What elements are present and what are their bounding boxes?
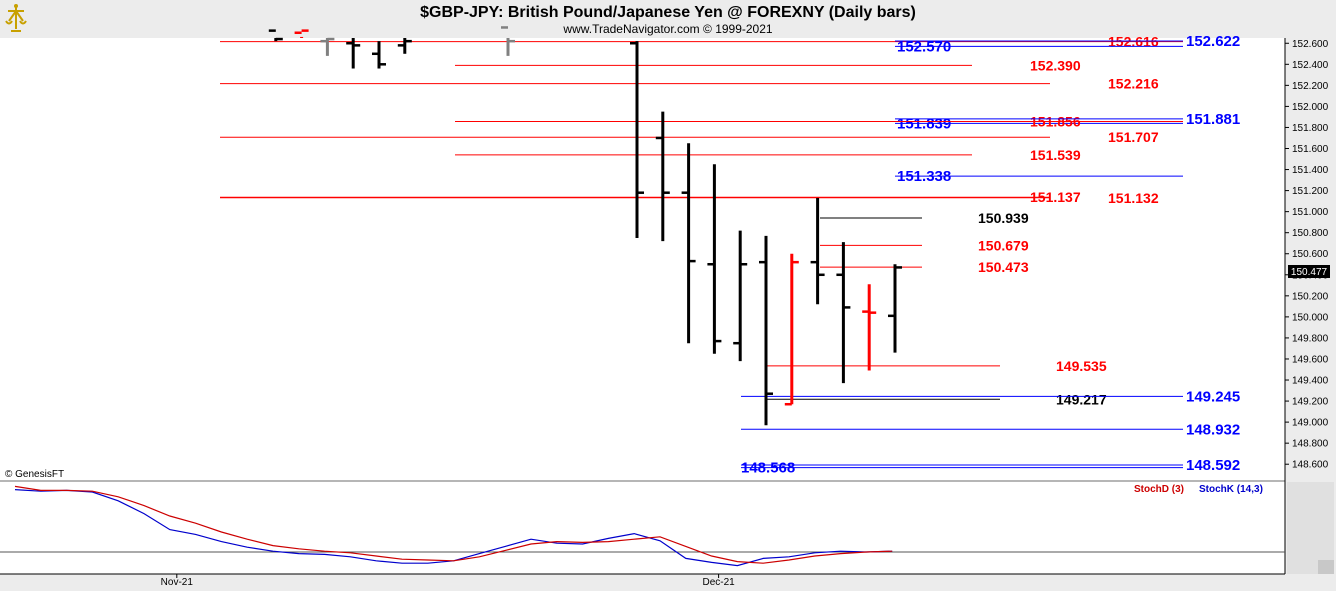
price-tick-label: 149.000 bbox=[1292, 418, 1329, 429]
ohlc-bar bbox=[294, 29, 309, 38]
price-axis: 148.600 148.800 149.000 149.200 149.400 149.6… bbox=[1285, 39, 1329, 471]
ohlc-bar bbox=[320, 37, 335, 56]
watermark: © GenesisFT bbox=[5, 469, 64, 480]
level-label: 148.568 bbox=[741, 460, 795, 477]
level-label: 150.939 bbox=[978, 210, 1029, 226]
ohlc-bar bbox=[397, 38, 412, 54]
ohlc-bar bbox=[862, 284, 877, 371]
level-label: 149.217 bbox=[1056, 391, 1107, 407]
scrollbar-thumb[interactable] bbox=[1318, 560, 1334, 574]
price-tick-label: 150.200 bbox=[1292, 291, 1329, 302]
level-label: 151.881 bbox=[1186, 111, 1240, 128]
price-tick-label: 151.800 bbox=[1292, 123, 1329, 134]
price-tick-label: 151.400 bbox=[1292, 165, 1329, 176]
ohlc-bar bbox=[784, 253, 799, 406]
genesis-logo-icon bbox=[5, 4, 27, 32]
price-levels: 152.616 152.570 152.622 152.390 152.216 151.8… bbox=[220, 33, 1240, 477]
ohlc-bar bbox=[836, 242, 851, 384]
ohlc-bar bbox=[707, 164, 722, 354]
level-label: 152.390 bbox=[1030, 57, 1081, 73]
level-label: 148.592 bbox=[1186, 457, 1240, 474]
date-axis: Nov-21 Dec-21 bbox=[161, 574, 735, 588]
price-tick-label: 152.200 bbox=[1292, 81, 1329, 92]
price-tick-label: 148.600 bbox=[1292, 460, 1329, 471]
level-label: 152.216 bbox=[1108, 76, 1159, 92]
legend-stochk: StochK (14,3) bbox=[1199, 484, 1263, 495]
level-label: 152.622 bbox=[1186, 33, 1240, 50]
price-tick-label: 151.000 bbox=[1292, 207, 1329, 218]
level-label: 149.245 bbox=[1186, 388, 1240, 405]
ohlc-bar bbox=[810, 197, 825, 305]
level-label: 151.137 bbox=[1030, 189, 1081, 205]
price-tick-label: 149.600 bbox=[1292, 354, 1329, 365]
level-label: 151.338 bbox=[897, 168, 951, 185]
ohlc-bar bbox=[501, 26, 515, 56]
level-label: 151.839 bbox=[897, 115, 951, 132]
level-label: 152.616 bbox=[1108, 34, 1159, 50]
price-tick-label: 150.600 bbox=[1292, 249, 1329, 260]
header-background bbox=[0, 0, 1336, 38]
price-tick-label: 149.200 bbox=[1292, 397, 1329, 408]
ohlc-bar bbox=[372, 41, 386, 69]
price-tick-label: 151.600 bbox=[1292, 144, 1329, 155]
ohlc-bar bbox=[268, 29, 283, 42]
level-label: 151.707 bbox=[1108, 129, 1159, 145]
stochd-line bbox=[14, 485, 893, 564]
level-label: 152.570 bbox=[897, 38, 951, 55]
chart-subtitle: www.TradeNavigator.com © 1999-2021 bbox=[562, 22, 772, 36]
date-tick-label: Dec-21 bbox=[702, 577, 735, 588]
level-label: 151.539 bbox=[1030, 147, 1081, 163]
level-label: 148.932 bbox=[1186, 421, 1240, 438]
price-tick-label: 152.000 bbox=[1292, 102, 1329, 113]
ohlc-bar bbox=[655, 111, 670, 242]
level-label: 150.473 bbox=[978, 259, 1029, 275]
ohlc-bar bbox=[346, 38, 361, 69]
price-tick-label: 148.800 bbox=[1292, 439, 1329, 450]
price-tick-label: 150.800 bbox=[1292, 228, 1329, 239]
last-price-label: 150.477 bbox=[1291, 267, 1328, 278]
price-panel-background bbox=[0, 38, 1285, 480]
ohlc-bar bbox=[681, 143, 696, 344]
date-tick-label: Nov-21 bbox=[161, 577, 194, 588]
ohlc-bar bbox=[888, 264, 902, 353]
price-tick-label: 151.200 bbox=[1292, 186, 1329, 197]
price-tick-label: 152.400 bbox=[1292, 60, 1329, 71]
legend-stochd: StochD (3) bbox=[1134, 484, 1184, 495]
chart-title: $GBP-JPY: British Pound/Japanese Yen @ F… bbox=[420, 4, 916, 21]
ohlc-bar bbox=[733, 230, 748, 362]
stoch-panel-background bbox=[0, 482, 1285, 574]
last-price-box bbox=[1288, 265, 1330, 278]
level-label: 151.856 bbox=[1030, 114, 1081, 130]
price-tick-label: 152.600 bbox=[1292, 39, 1329, 50]
level-label: 150.679 bbox=[978, 237, 1029, 253]
scrollbar-track[interactable] bbox=[1287, 482, 1334, 574]
price-tick-label: 149.400 bbox=[1292, 376, 1329, 387]
level-label: 149.535 bbox=[1056, 358, 1107, 374]
date-axis-background bbox=[0, 574, 1336, 591]
price-tick-label: 150.000 bbox=[1292, 312, 1329, 323]
ohlc-bar bbox=[630, 41, 644, 238]
ohlc-bar bbox=[759, 235, 773, 426]
price-tick-label: 149.800 bbox=[1292, 333, 1329, 344]
level-label: 151.132 bbox=[1108, 190, 1159, 206]
ohlc-bars bbox=[268, 26, 902, 426]
